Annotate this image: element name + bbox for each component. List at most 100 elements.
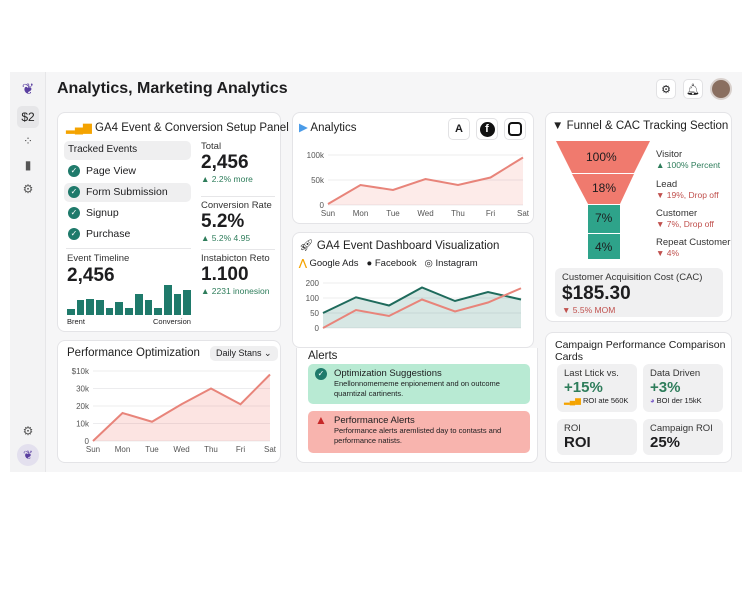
card-title: Performance Optimization <box>67 347 200 359</box>
timeline-end-label: Conversion <box>153 317 191 326</box>
ga4-dashboard-card: 🚀︎ GA4 Event Dashboard Visualization ⋀ G… <box>292 232 534 348</box>
campaign-label: Last Ltick vs. <box>564 368 619 379</box>
alert-title: Performance Alerts <box>334 415 415 426</box>
notifications-bell-icon[interactable]: 🔔︎ <box>683 79 703 99</box>
event-label: Page View <box>86 165 137 177</box>
campaign-comparison-card: Campaign Performance Comparison Cards La… <box>545 332 732 463</box>
sidebar: ❦ $2 ⁘ ▮ ⚙ ⚙ ❦ <box>10 72 46 472</box>
card-title: Campaign Performance Comparison Cards <box>555 339 726 363</box>
timeline-bar-chart <box>67 285 191 315</box>
settings-button[interactable]: ⚙ <box>656 79 676 99</box>
timeline-bar <box>125 307 133 315</box>
y-tick-label: 100k <box>307 151 325 160</box>
campaign-card-roi[interactable]: ROI ROI <box>557 419 637 455</box>
stage-delta: ▼ 7%, Drop off <box>656 219 714 229</box>
x-tick-label: Thu <box>204 445 218 454</box>
warning-icon: ▲ <box>315 413 327 427</box>
funnel-cac-card: ▼ Funnel & CAC Tracking Section 100% 18%… <box>545 112 732 322</box>
page-title: Analytics, Marketing Analytics <box>57 80 288 97</box>
event-form-submission[interactable]: ✓ Form Submission <box>64 183 191 202</box>
dashboard-chart: 0 50 100 200 <box>306 279 522 333</box>
stat-delta: ▲ 2231 inonesion <box>201 286 270 296</box>
campaign-note: ROI ate 560K <box>582 396 629 405</box>
event-purchase[interactable]: ✓ Purchase <box>64 225 191 244</box>
legend-item[interactable]: Google Ads <box>309 258 359 269</box>
chevron-down-icon: ⌄ <box>264 348 272 358</box>
cac-box: Customer Acquisition Cost (CAC) $185.30 … <box>555 268 723 317</box>
play-store-icon: ▶ <box>299 122 308 134</box>
alerts-panel: Alerts ✓ Optimization Suggestions Enello… <box>296 348 538 463</box>
stat-value: 5.2% <box>201 211 245 232</box>
timeline-bar <box>163 285 172 315</box>
funnel-stage-lead <box>572 174 634 204</box>
sidebar-item-dollar[interactable]: $2 <box>17 106 39 128</box>
timeline-start-label: Brent <box>67 317 85 326</box>
y-tick-label: 0 <box>85 437 90 446</box>
stage-name: Visitor <box>656 149 683 160</box>
x-tick-label: Fri <box>236 445 246 454</box>
timeline-bar <box>144 300 153 315</box>
dropdown-label: Daily Stans <box>216 348 262 358</box>
timeline-bar <box>96 300 104 315</box>
check-icon: ✓ <box>68 186 80 199</box>
analytics-chart: 0 50k 100k Sun Mon Tue Wed Thu Fri Sat <box>307 151 530 218</box>
check-icon: ✓ <box>68 165 80 178</box>
stat-value: 1.100 <box>201 264 249 285</box>
funnel-label-lead: Lead ▼ 19%, Drop off <box>656 179 719 200</box>
x-tick-label: Mon <box>353 209 369 218</box>
stat-delta: ▲ 5.2% 4.95 <box>201 233 251 243</box>
check-icon: ✓ <box>68 228 80 241</box>
event-label: Purchase <box>86 228 131 240</box>
y-tick-label: 20k <box>76 402 90 411</box>
bar-chart-icon[interactable]: ▮ <box>24 158 32 172</box>
x-tick-label: Thu <box>451 209 465 218</box>
check-icon: ✓ <box>68 207 80 220</box>
timeline-bar <box>173 294 182 315</box>
campaign-card-last-click[interactable]: Last Ltick vs. +15% ▂▄▆ ROI ate 560K <box>557 364 637 412</box>
adobe-icon[interactable]: A <box>448 118 470 140</box>
check-circle-icon: ✓ <box>315 368 327 380</box>
x-tick-label: Wed <box>173 445 189 454</box>
x-tick-label: Sun <box>321 209 335 218</box>
facebook-icon[interactable]: f <box>476 118 498 140</box>
event-signup[interactable]: ✓ Signup <box>64 204 191 223</box>
campaign-card-data-driven[interactable]: Data Driven +3% ◕ BOI der 15kK <box>643 364 723 412</box>
funnel-label-visitor: Visitor ▲ 100% Percent <box>656 149 720 170</box>
alert-performance[interactable]: ▲ Performance Alerts Performance alerts … <box>308 411 530 453</box>
funnel-pct: 18% <box>592 181 617 195</box>
event-label: Signup <box>86 207 119 219</box>
timeline-bar <box>86 298 95 315</box>
campaign-value: +3% <box>650 379 681 396</box>
alert-optimization[interactable]: ✓ Optimization Suggestions Enellonnomeme… <box>308 364 530 404</box>
y-tick-label: 50k <box>311 176 325 185</box>
user-avatar[interactable] <box>710 78 732 100</box>
event-page-view[interactable]: ✓ Page View <box>64 162 191 181</box>
legend-item[interactable]: Instagram <box>435 258 478 269</box>
timeline-bar <box>67 309 75 315</box>
stat-label: Conversion Rate <box>201 200 272 211</box>
y-tick-label: 0 <box>315 324 320 333</box>
stage-name: Repeat Customer <box>656 237 731 248</box>
timeline-value: 2,456 <box>67 265 115 286</box>
campaign-label: ROI <box>564 423 581 434</box>
leaf-logo-icon[interactable]: ❦ <box>21 81 35 98</box>
stage-name: Customer <box>656 208 698 219</box>
instagram-icon[interactable] <box>504 118 526 140</box>
daily-stats-dropdown[interactable]: Daily Stans ⌄ <box>210 346 278 361</box>
gear-icon[interactable]: ⚙ <box>22 182 34 196</box>
stage-name: Lead <box>656 179 678 190</box>
alert-title: Optimization Suggestions <box>334 368 442 379</box>
cac-label: Customer Acquisition Cost (CAC) <box>562 272 703 283</box>
settings-gear-icon[interactable]: ⚙ <box>22 424 34 438</box>
funnel-pct: 4% <box>595 240 613 254</box>
leaf-avatar-icon[interactable]: ❦ <box>17 444 39 466</box>
stage-delta: ▲ 100% Percent <box>656 160 721 170</box>
x-tick-label: Fri <box>486 209 496 218</box>
campaign-card-campaign-roi[interactable]: Campaign ROI 25% <box>643 419 723 455</box>
alert-text: Enellonnomememe enpionement and on outco… <box>334 379 500 398</box>
google-ads-icon: ⋀ <box>299 258 307 269</box>
campaign-note: BOI der 15kK <box>656 396 702 405</box>
cac-delta: ▼ 5.5% MOM <box>562 305 616 315</box>
grid-icon[interactable]: ⁘ <box>22 134 34 148</box>
legend-item[interactable]: Facebook <box>374 258 417 269</box>
